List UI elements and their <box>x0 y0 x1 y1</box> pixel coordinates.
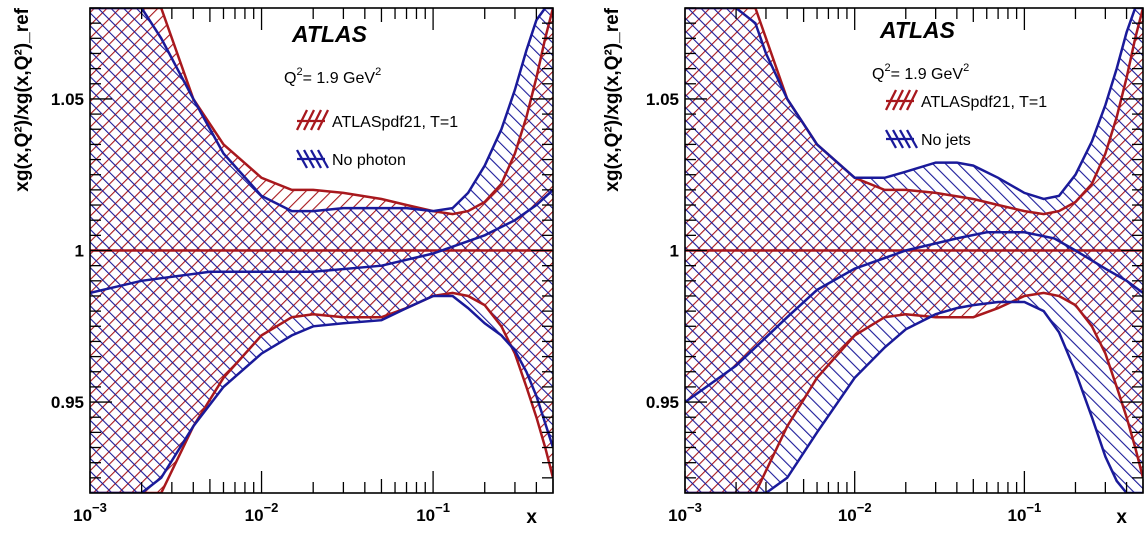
x-axis-label: x <box>526 507 537 528</box>
legend-entry-blue: No photon <box>295 149 406 169</box>
legend-swatch <box>884 129 919 149</box>
experiment-label: ATLAS <box>879 17 956 43</box>
legend-entry-blue: No jets <box>884 129 971 149</box>
plot-area <box>685 8 1143 493</box>
legend-entry-red: ATLASpdf21, T=1 <box>295 109 458 131</box>
legend-label: No jets <box>921 132 971 149</box>
x-tick-label: 10−1 <box>1008 500 1042 525</box>
band-edge-upper-blue <box>90 8 553 213</box>
tick-marks <box>89 7 554 493</box>
x-tick-label: 10−1 <box>416 500 450 525</box>
q2-annotation: Q2= 1.9 GeV2 <box>872 62 969 83</box>
band-edge-upper-red <box>90 8 553 216</box>
y-tick-label: 1 <box>75 242 84 261</box>
tick-marks <box>684 7 1144 493</box>
band-edge-lower-red <box>685 291 1143 493</box>
legend-swatch <box>884 89 919 111</box>
q2-annotation: Q2= 1.9 GeV2 <box>284 66 381 87</box>
x-tick-label: 10−3 <box>668 500 702 525</box>
y-tick-label: 1.05 <box>51 90 84 109</box>
chart-panel-left: 10−3 10−2 10−1 0.95 1 1.05 x xg(x,Q²)/xg(x,Q²)_… <box>0 0 572 550</box>
y-tick-label: 0.95 <box>51 393 84 412</box>
central-line-blue <box>685 231 1143 404</box>
plot-area <box>90 8 553 493</box>
legend-label: No photon <box>332 152 406 169</box>
band-edge-lower-blue <box>90 294 553 493</box>
band-edge-lower-blue <box>685 300 1143 493</box>
y-tick-label: 1.05 <box>646 90 679 109</box>
legend-label: ATLASpdf21, T=1 <box>332 114 458 131</box>
x-axis-label: x <box>1116 507 1127 528</box>
legend-swatch <box>295 109 330 131</box>
y-axis-label: xg(x,Q²)/xg(x,Q²)_ref <box>602 7 623 191</box>
y-tick-label: 1 <box>670 242 679 261</box>
central-line-blue <box>90 188 553 295</box>
chart-svg-left: 10−3 10−2 10−1 0.95 1 1.05 x xg(x,Q²)/xg(x,Q²)_… <box>12 7 554 528</box>
chart-panel-right: 10−3 10−2 10−1 0.95 1 1.05 x xg(x,Q²)/xg(x,Q²)_… <box>590 0 1145 550</box>
legend-label: ATLASpdf21, T=1 <box>921 94 1047 111</box>
x-tick-label: 10−2 <box>245 500 279 525</box>
band-edge-upper-blue <box>685 8 1143 201</box>
legend-entry-red: ATLASpdf21, T=1 <box>884 89 1047 111</box>
legend-swatch <box>295 149 330 169</box>
y-axis-label: xg(x,Q²)/xg(x,Q²)_ref <box>12 7 33 191</box>
experiment-label: ATLAS <box>291 21 368 47</box>
y-tick-label: 0.95 <box>646 393 679 412</box>
x-tick-label: 10−2 <box>838 500 872 525</box>
band-edge-lower-red <box>90 291 553 493</box>
x-tick-label: 10−3 <box>73 500 107 525</box>
chart-svg-right: 10−3 10−2 10−1 0.95 1 1.05 x xg(x,Q²)/xg(x,Q²)_… <box>602 7 1144 528</box>
band-edge-upper-red <box>685 8 1143 216</box>
